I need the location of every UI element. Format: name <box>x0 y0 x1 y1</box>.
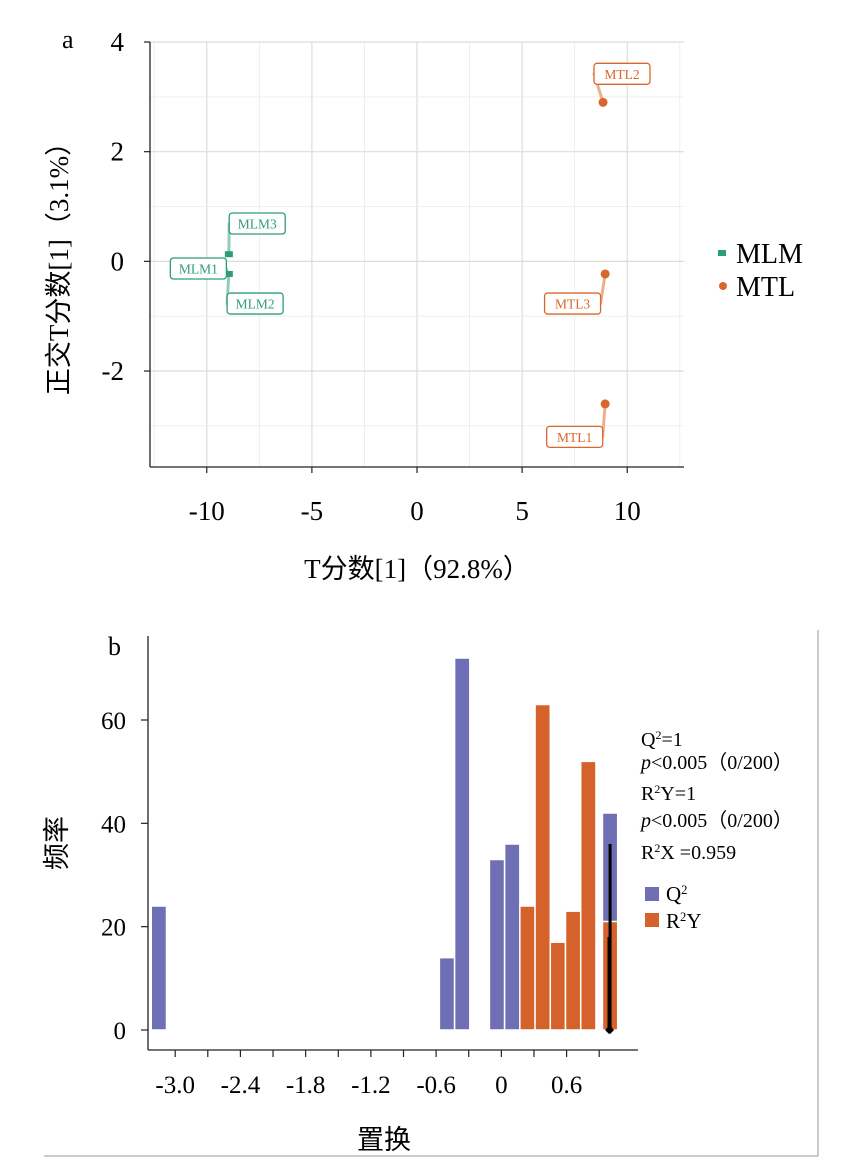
panel-b-legend: Q2 R2Y <box>645 882 701 933</box>
r2y-bar <box>579 760 597 1031</box>
point-label-box <box>546 425 604 448</box>
panel-a-x-tick-label: 0 <box>410 496 424 526</box>
statistics-line-4: p<0.005（0/200） <box>639 809 793 832</box>
point-label-box <box>169 257 228 280</box>
panel-b-x-tick-label: -1.2 <box>351 1072 391 1099</box>
r2y-bar <box>549 941 567 1031</box>
panel-a-y-tick-label: 0 <box>111 246 125 276</box>
panel-b-permutation-histogram: -3.0 -2.4 -1.8 -1.2 -0.6 0 0.6 0 20 40 60 b 置换 频率… <box>42 630 819 1157</box>
panel-b-x-tick-label: 0 <box>495 1072 508 1099</box>
point-label-mtl1: MTL1 <box>557 430 592 445</box>
q2-bar <box>150 905 168 1031</box>
panel-a-scatter-plot: MLM1 MLM2 MLM3 MTL1 MTL2 MTL3 -10 -5 0 5 10 4 2 0 -2… <box>44 25 803 584</box>
panel-b-y-tick-label: 0 <box>114 1018 127 1045</box>
point-mtl3 <box>600 269 610 279</box>
panel-b-y-tick-label: 40 <box>101 811 126 838</box>
point-label-mlm3: MLM3 <box>238 217 277 232</box>
panel-a-x-tick-label: 5 <box>515 496 529 526</box>
panel-a-gridlines <box>150 41 684 467</box>
point-label-mlm2: MLM2 <box>236 297 275 312</box>
panel-b-x-ticks: -3.0 -2.4 -1.8 -1.2 -0.6 0 0.6 <box>155 1050 600 1099</box>
point-label-mlm1: MLM1 <box>179 261 218 276</box>
panel-a-x-tick-label: 10 <box>614 496 641 526</box>
panel-b-observed-markers <box>604 844 615 1034</box>
statistics-line-3: R2Y=1 <box>641 782 696 805</box>
q2-bar <box>488 858 506 1031</box>
panel-a-label: a <box>62 25 74 54</box>
point-label-connector <box>599 272 607 306</box>
statistics-line-1: Q2=1 <box>641 728 683 751</box>
legend-mtl-label: MTL <box>736 272 795 303</box>
panel-a-x-tick-label: -5 <box>301 496 324 526</box>
point-mlm2 <box>224 270 233 277</box>
panel-b-y-tick-label: 20 <box>101 915 126 942</box>
statistics-line-5: R2X =0.959 <box>641 841 736 864</box>
panel-b-label: b <box>108 632 121 661</box>
panel-a-legend: MLM MTL <box>718 239 803 303</box>
panel-a-x-tick-label: -10 <box>189 496 225 526</box>
panel-b-x-tick-label: -1.8 <box>286 1072 326 1099</box>
panel-b-y-tick-label: 60 <box>101 708 126 735</box>
panel-a-y-tick-label: 4 <box>111 27 125 57</box>
legend-q2-label: Q2 <box>666 882 687 906</box>
legend-q2-swatch-icon <box>645 887 659 901</box>
point-label-mtl3: MTL3 <box>555 297 590 312</box>
point-mtl1 <box>600 399 610 409</box>
panel-a-y-axis-title: 正交T分数[1]（3.1%） <box>44 129 74 395</box>
point-label-mtl2: MTL2 <box>604 67 639 82</box>
panel-b-x-tick-label: -0.6 <box>416 1072 456 1099</box>
panel-b-x-tick-label: -3.0 <box>155 1072 195 1099</box>
panel-a-points <box>223 97 610 409</box>
panel-a-point-labels: MLM1 MLM2 MLM3 MTL1 MTL2 MTL3 <box>169 62 651 448</box>
panel-a-y-tick-label: 2 <box>111 137 125 167</box>
legend-mlm-label: MLM <box>736 239 803 270</box>
panel-a-x-axis-title: T分数[1]（92.8%） <box>304 554 530 584</box>
panel-b-y-axis-title: 频率 <box>42 816 72 870</box>
legend-r2y-swatch-icon <box>645 913 659 927</box>
panel-a-y-ticks: 4 2 0 -2 <box>102 27 150 386</box>
q2-bar <box>453 657 471 1031</box>
point-mtl2 <box>598 97 608 107</box>
panel-a-y-tick-label: -2 <box>102 356 125 386</box>
panel-b-statistics-annotation: Q2=1p<0.005（0/200）R2Y=1p<0.005（0/200）R2X… <box>639 728 793 864</box>
legend-mlm-marker-icon <box>718 250 726 256</box>
point-label-box <box>593 62 651 85</box>
r2y-bar <box>534 703 552 1031</box>
legend-mtl-marker-icon <box>719 282 727 290</box>
point-label-box <box>228 212 286 235</box>
point-mlm3 <box>224 251 233 258</box>
q2-bar <box>438 956 456 1031</box>
panel-b-y-ticks: 0 20 40 60 <box>101 708 148 1045</box>
panel-b-x-tick-label: -2.4 <box>221 1072 261 1099</box>
r2y-bar <box>564 910 582 1031</box>
panel-b-x-tick-label: 0.6 <box>551 1072 582 1099</box>
point-label-box <box>226 292 284 315</box>
observed-value-marker-tip <box>604 1026 613 1034</box>
panel-b-bars <box>150 657 619 1031</box>
r2y-bar <box>519 905 536 1031</box>
q2-bar <box>503 843 521 1031</box>
legend-r2y-label: R2Y <box>666 909 701 933</box>
point-label-box <box>543 292 602 315</box>
panel-b-x-axis-title: 置换 <box>357 1125 411 1155</box>
statistics-line-2: p<0.005（0/200） <box>639 751 793 774</box>
panel-a-x-ticks: -10 -5 0 5 10 <box>189 467 641 526</box>
